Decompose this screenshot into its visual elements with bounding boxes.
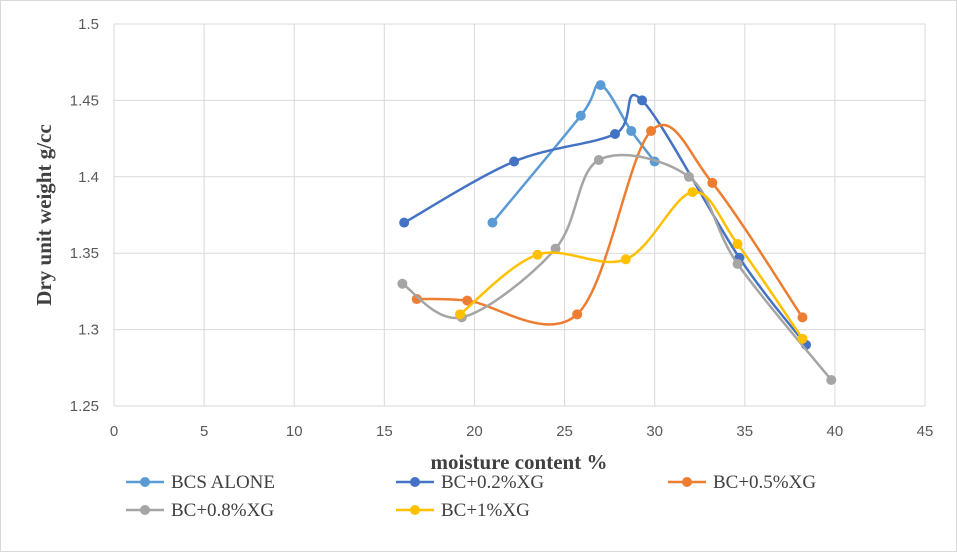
legend-marker	[140, 505, 150, 515]
data-point	[532, 249, 543, 260]
x-axis-title: moisture content %	[431, 450, 608, 474]
data-point	[826, 375, 837, 386]
legend-item: BCS ALONE	[126, 472, 275, 493]
data-point	[626, 125, 637, 136]
data-point	[687, 187, 698, 198]
series-line	[401, 153, 833, 381]
x-tick-label: 30	[646, 423, 663, 440]
series-bc-0-5-xg	[411, 123, 808, 326]
x-tick-label: 20	[466, 423, 483, 440]
series-line	[459, 190, 804, 340]
data-point	[595, 80, 606, 91]
data-point	[620, 254, 631, 265]
legend-marker	[410, 505, 420, 515]
y-tick-label: 1.3	[78, 322, 99, 339]
data-point	[637, 95, 648, 106]
axis-layer: 0 5 10 15 20 25 30 35 40 45 1.25 1.3 1.35 1.4 1.45 1.5	[70, 16, 934, 440]
data-point	[797, 333, 808, 344]
legend-label: BC+1%XG	[441, 500, 530, 521]
x-tick-label: 15	[376, 423, 393, 440]
series-bc-0-2-xg	[399, 93, 812, 350]
x-tick-label: 0	[110, 423, 118, 440]
data-point	[593, 154, 604, 165]
y-tick-label: 1.35	[70, 245, 99, 262]
data-point	[646, 125, 657, 136]
data-point	[732, 239, 743, 250]
series-bcs-alone	[487, 80, 660, 228]
data-point	[462, 295, 473, 306]
series-line	[491, 83, 656, 224]
grid-layer	[113, 23, 926, 407]
data-point	[572, 309, 583, 320]
data-point	[487, 217, 498, 228]
y-tick-label: 1.45	[70, 92, 99, 109]
x-tick-label: 35	[736, 423, 753, 440]
x-tick-label: 45	[917, 423, 934, 440]
legend-marker	[410, 477, 420, 487]
data-point	[397, 278, 408, 289]
legend-item: BC+0.2%XG	[396, 472, 544, 493]
data-point	[797, 312, 808, 323]
series-layer	[397, 80, 837, 386]
x-tick-label: 40	[827, 423, 844, 440]
legend-label: BCS ALONE	[171, 472, 275, 493]
y-axis-title: Dry unit weight g/cc	[32, 124, 56, 305]
legend-item: BC+0.8%XG	[126, 500, 274, 521]
data-point	[610, 129, 621, 140]
legend-marker	[682, 477, 692, 487]
data-point	[411, 294, 422, 305]
legend-item: BC+0.5%XG	[668, 472, 816, 493]
data-point	[683, 171, 694, 182]
x-tick-label: 5	[200, 423, 208, 440]
x-tick-label: 25	[556, 423, 573, 440]
data-point	[399, 217, 410, 228]
legend-label: BC+0.5%XG	[713, 472, 816, 493]
legend-label: BC+0.8%XG	[171, 500, 274, 521]
series-bc-0-8-xg	[397, 153, 837, 386]
y-tick-label: 1.4	[78, 169, 99, 186]
x-tick-label: 10	[286, 423, 303, 440]
series-bc-1-xg	[455, 187, 808, 344]
data-point	[455, 309, 466, 320]
y-tick-label: 1.25	[70, 398, 99, 415]
data-point	[707, 177, 718, 188]
legend: BCS ALONE BC+0.2%XG BC+0.5%XG BC+0.8%XG BC+1…	[126, 472, 816, 521]
data-point	[509, 156, 520, 167]
y-tick-label: 1.5	[78, 16, 99, 33]
legend-label: BC+0.2%XG	[441, 472, 544, 493]
legend-item: BC+1%XG	[396, 500, 530, 521]
legend-marker	[140, 477, 150, 487]
data-point	[550, 243, 561, 254]
data-point	[732, 258, 743, 269]
series-line	[403, 93, 808, 346]
data-point	[575, 110, 586, 121]
